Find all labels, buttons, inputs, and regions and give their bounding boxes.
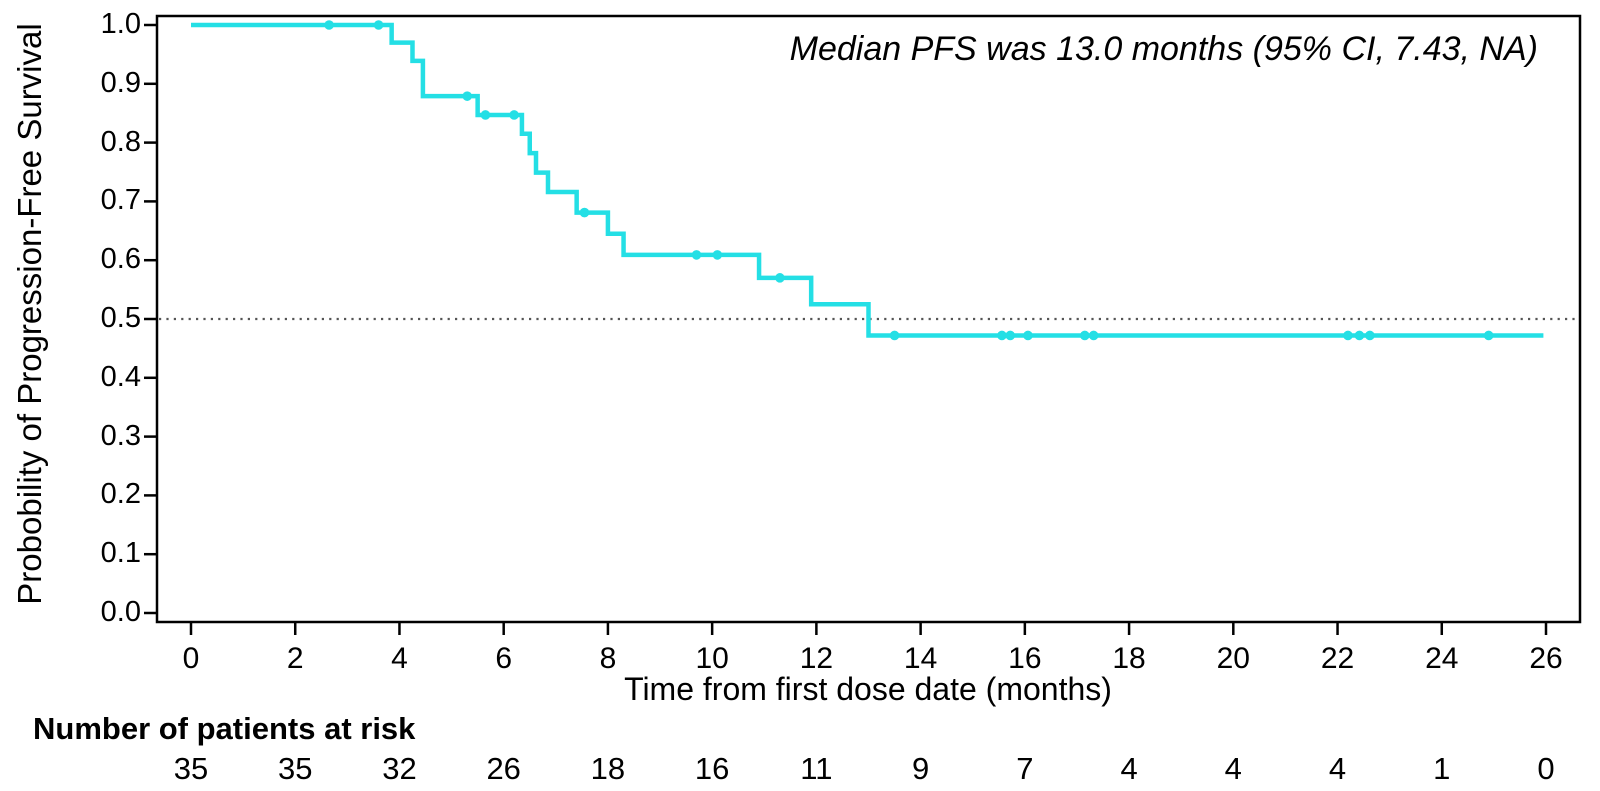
x-tick-label: 26 — [1529, 642, 1563, 675]
x-tick-label: 22 — [1320, 642, 1355, 675]
y-tick-label: 0.5 — [100, 302, 141, 334]
at-risk-count: 35 — [173, 751, 209, 786]
survival-curve — [191, 22, 1544, 338]
censor-mark — [1088, 330, 1099, 341]
at-risk-count: 7 — [1016, 751, 1034, 786]
censor-mark — [480, 110, 491, 120]
x-tick-label: 14 — [903, 642, 938, 675]
censor-mark — [1079, 330, 1090, 341]
at-risk-count: 4 — [1224, 751, 1242, 786]
x-tick-label: 20 — [1216, 642, 1250, 675]
at-risk-count: 9 — [911, 751, 930, 786]
at-risk-count: 35 — [277, 751, 313, 786]
y-tick-label: 0.1 — [100, 537, 141, 570]
y-axis-title: Probobility of Progression-Free Survival — [11, 23, 48, 605]
at-risk-count: 4 — [1120, 751, 1138, 786]
x-tick-label: 12 — [799, 642, 834, 675]
x-tick-label: 16 — [1008, 642, 1042, 675]
x-tick-label: 6 — [495, 642, 513, 675]
censor-mark — [1354, 330, 1365, 341]
censor-mark — [691, 250, 702, 260]
at-risk-count: 32 — [382, 751, 417, 786]
censor-mark — [1343, 330, 1353, 341]
x-tick-label: 10 — [695, 642, 729, 675]
at-risk-count: 4 — [1328, 751, 1347, 786]
median-pfs-annotation: Median PFS was 13.0 months (95% CI, 7.43… — [789, 30, 1538, 68]
censor-mark — [462, 91, 473, 101]
x-axis-title: Time from first dose date (months) — [624, 671, 1112, 707]
censor-mark — [373, 20, 384, 30]
censor-mark — [579, 207, 590, 218]
censor-mark — [1005, 330, 1016, 341]
censor-mark — [324, 20, 334, 30]
x-tick-label: 0 — [182, 642, 200, 675]
at-risk-header: Number of patients at risk — [33, 711, 416, 746]
censor-mark — [1023, 330, 1033, 341]
censor-mark — [775, 273, 785, 283]
at-risk-count: 0 — [1537, 751, 1555, 786]
y-tick-label: 0.4 — [100, 360, 141, 393]
y-tick-label: 0.2 — [100, 478, 141, 511]
y-tick-label: 0.6 — [100, 243, 141, 276]
at-risk-count: 11 — [800, 751, 833, 786]
censor-mark — [997, 330, 1007, 341]
censor-mark — [1365, 330, 1375, 341]
censor-mark — [509, 110, 519, 120]
x-tick-label: 2 — [286, 642, 304, 675]
x-tick-label: 18 — [1112, 642, 1146, 675]
x-tick-label: 8 — [599, 642, 617, 675]
x-tick-label: 4 — [391, 642, 408, 675]
at-risk-count: 16 — [694, 751, 730, 786]
at-risk-count: 1 — [1433, 751, 1451, 786]
y-tick-label: 0.9 — [100, 66, 141, 99]
y-tick-label: 0.8 — [100, 125, 141, 158]
censor-mark — [1483, 330, 1494, 341]
x-tick-label: 24 — [1425, 642, 1459, 675]
censor-mark — [889, 330, 900, 341]
y-tick-label: 0.3 — [100, 419, 141, 452]
y-tick-label: 1.0 — [100, 8, 141, 40]
at-risk-count: 26 — [486, 751, 521, 786]
at-risk-count: 18 — [590, 751, 626, 786]
y-tick-label: 0.0 — [100, 596, 141, 628]
y-tick-label: 0.7 — [100, 184, 141, 217]
censor-mark — [712, 250, 723, 260]
